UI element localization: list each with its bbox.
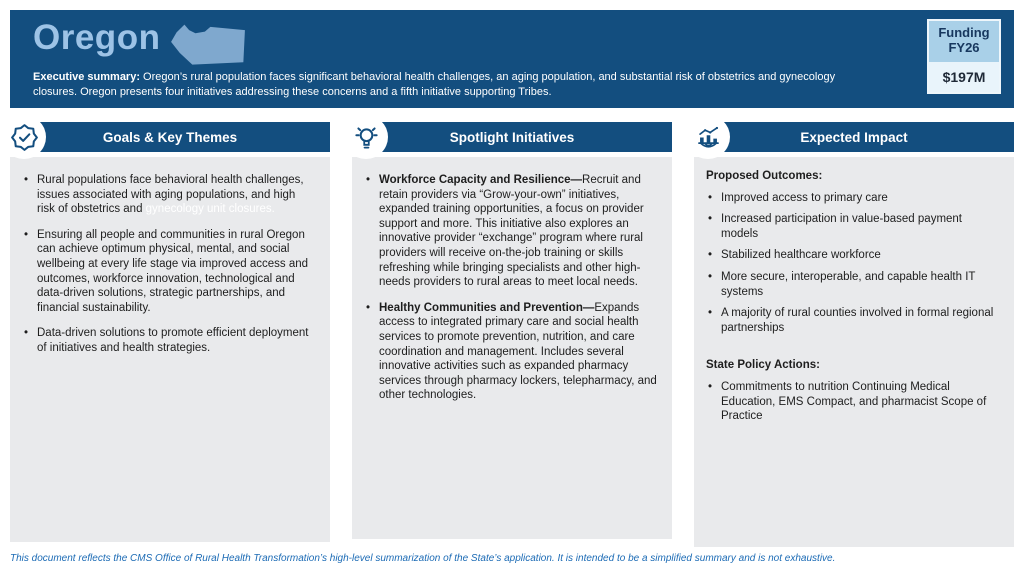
chart-globe-icon bbox=[686, 115, 730, 159]
spotlight-title: Spotlight Initiatives bbox=[449, 129, 575, 145]
spotlight-header-bar: Spotlight Initiatives bbox=[344, 115, 672, 159]
content-columns: Goals & Key Themes Rural populations fac… bbox=[2, 115, 1014, 547]
list-item: Workforce Capacity and Resilience—Recrui… bbox=[364, 173, 658, 290]
white-highlight-text: gynecology unit closures. bbox=[145, 203, 275, 216]
executive-summary: Executive summary: Oregon’s rural popula… bbox=[33, 70, 843, 100]
oregon-state-icon bbox=[171, 24, 245, 65]
list-item: Healthy Communities and Prevention—Expan… bbox=[364, 301, 658, 403]
impact-content: Proposed Outcomes: Improved access to pr… bbox=[694, 157, 1014, 547]
goals-content: Rural populations face behavioral health… bbox=[10, 157, 330, 542]
goals-title: Goals & Key Themes bbox=[102, 129, 238, 145]
initiative-name: Healthy Communities and Prevention— bbox=[379, 301, 595, 314]
impact-header-bar: Expected Impact bbox=[686, 115, 1014, 159]
list-item: A majority of rural counties involved in… bbox=[706, 306, 1000, 335]
executive-summary-label: Executive summary: bbox=[33, 71, 140, 83]
list-item: Stabilized healthcare workforce bbox=[706, 248, 1000, 263]
list-item: More secure, interoperable, and capable … bbox=[706, 270, 1000, 299]
list-item: Improved access to primary care bbox=[706, 191, 1000, 206]
section-heading: State Policy Actions: bbox=[706, 359, 820, 372]
list-item: Commitments to nutrition Continuing Medi… bbox=[706, 380, 1000, 424]
funding-box: Funding FY26 $197M bbox=[927, 19, 1001, 94]
impact-title: Expected Impact bbox=[800, 129, 908, 145]
list-item: Data-driven solutions to promote efficie… bbox=[22, 326, 316, 355]
footer-disclaimer: This document reflects the CMS Office of… bbox=[10, 553, 836, 564]
page-title: Oregon bbox=[33, 18, 161, 57]
funding-label: Funding FY26 bbox=[929, 21, 999, 62]
list-item: Increased participation in value-based p… bbox=[706, 212, 1000, 241]
list-item: Rural populations face behavioral health… bbox=[22, 173, 316, 217]
list-item: Ensuring all people and communities in r… bbox=[22, 228, 316, 316]
executive-summary-text: Oregon’s rural population faces signific… bbox=[33, 71, 836, 98]
column-goals: Goals & Key Themes Rural populations fac… bbox=[2, 115, 330, 547]
seal-check-icon bbox=[2, 115, 46, 159]
header-band: Oregon Executive summary: Oregon’s rural… bbox=[10, 10, 1014, 108]
spotlight-content: Workforce Capacity and Resilience—Recrui… bbox=[352, 157, 672, 539]
goals-header-bar: Goals & Key Themes bbox=[2, 115, 330, 159]
lightbulb-icon bbox=[344, 115, 388, 159]
initiative-name: Workforce Capacity and Resilience— bbox=[379, 174, 583, 186]
funding-value: $197M bbox=[929, 61, 999, 92]
column-spotlight: Spotlight Initiatives Workforce Capacity… bbox=[344, 115, 672, 547]
section-heading: Proposed Outcomes: bbox=[706, 170, 823, 182]
column-impact: Expected Impact Proposed Outcomes: Impro… bbox=[686, 115, 1014, 547]
